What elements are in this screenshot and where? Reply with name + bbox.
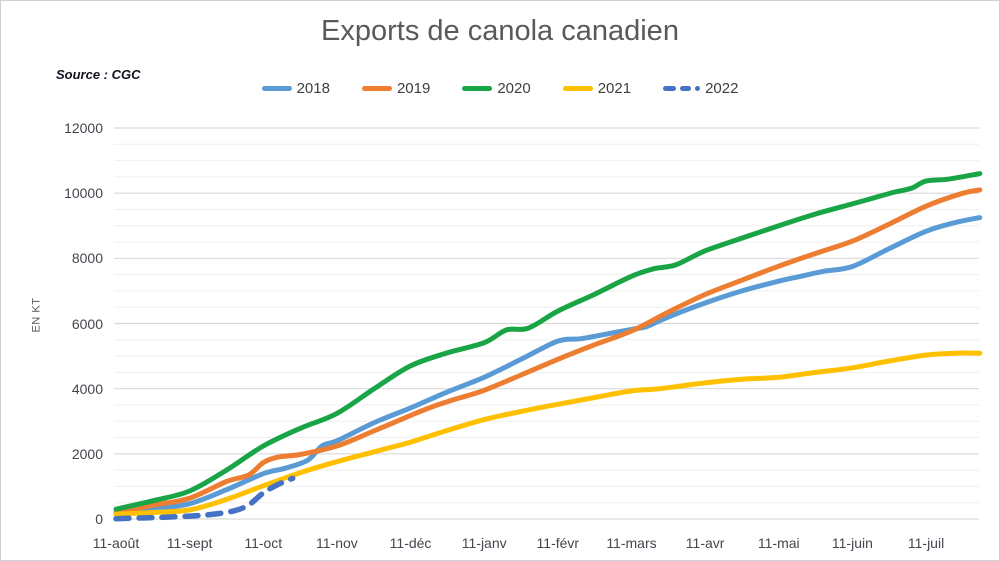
x-axis-label-11-nov: 11-nov xyxy=(316,535,358,551)
legend-label-2021: 2021 xyxy=(597,80,632,97)
legend: 2018 2019 2020 2021 2022 xyxy=(1,80,999,97)
legend-swatch-2021-line-icon xyxy=(562,86,593,91)
x-axis-label-11-juin: 11-juin xyxy=(831,535,873,551)
x-axis-label-11-mars: 11-mars xyxy=(606,535,657,551)
legend-swatch-2019-line-icon xyxy=(361,86,392,91)
source-label: Source : CGC xyxy=(56,67,141,82)
series-line-2020 xyxy=(113,171,983,512)
x-axis-label-11-oct: 11-oct xyxy=(244,535,283,551)
y-axis-label-10000: 10000 xyxy=(64,185,103,202)
x-axis-label-11-août: 11-août xyxy=(92,535,140,551)
legend-item-2020: 2020 xyxy=(462,80,531,97)
x-axis-label-11-avr: 11-avr xyxy=(685,535,725,551)
legend-label-2022: 2022 xyxy=(705,80,739,97)
series-line-2019 xyxy=(113,187,983,515)
x-axis-label-11-sept: 11-sept xyxy=(166,535,213,551)
legend-item-2019: 2019 xyxy=(361,80,431,97)
x-axis-label-11-juil: 11-juil xyxy=(907,535,945,551)
series-line-2021 xyxy=(113,350,983,517)
x-axis-label-11-déc: 11-déc xyxy=(389,535,432,551)
legend-swatch-2022-dashed-line-icon xyxy=(663,86,701,91)
legend-item-2018: 2018 xyxy=(261,80,330,97)
y-axis-label-12000: 12000 xyxy=(64,120,103,136)
series-line-2022 xyxy=(113,475,296,522)
y-axis-label-6000: 6000 xyxy=(71,315,103,332)
legend-item-2022: 2022 xyxy=(663,80,738,97)
series-line-2018 xyxy=(113,215,983,517)
legend-label-2019: 2019 xyxy=(396,80,431,97)
x-axis-label-11-janv: 11-janv xyxy=(461,535,507,551)
legend-label-2018: 2018 xyxy=(296,80,330,97)
x-axis-label-11-mai: 11-mai xyxy=(757,535,800,551)
y-axis-label-4000: 4000 xyxy=(71,380,103,397)
chart-title: Exports de canola canadien xyxy=(321,15,679,47)
legend-item-2021: 2021 xyxy=(562,80,632,97)
y-axis-title: EN KT xyxy=(30,297,43,333)
x-axis-label-11-févr: 11-févr xyxy=(536,535,580,551)
y-axis-label-2000: 2000 xyxy=(71,445,103,462)
legend-swatch-2020-line-icon xyxy=(462,86,493,91)
legend-swatch-2018-line-icon xyxy=(261,86,292,91)
y-axis-label-0: 0 xyxy=(95,511,103,527)
y-axis-label-8000: 8000 xyxy=(71,250,103,267)
legend-label-2020: 2020 xyxy=(497,80,531,97)
